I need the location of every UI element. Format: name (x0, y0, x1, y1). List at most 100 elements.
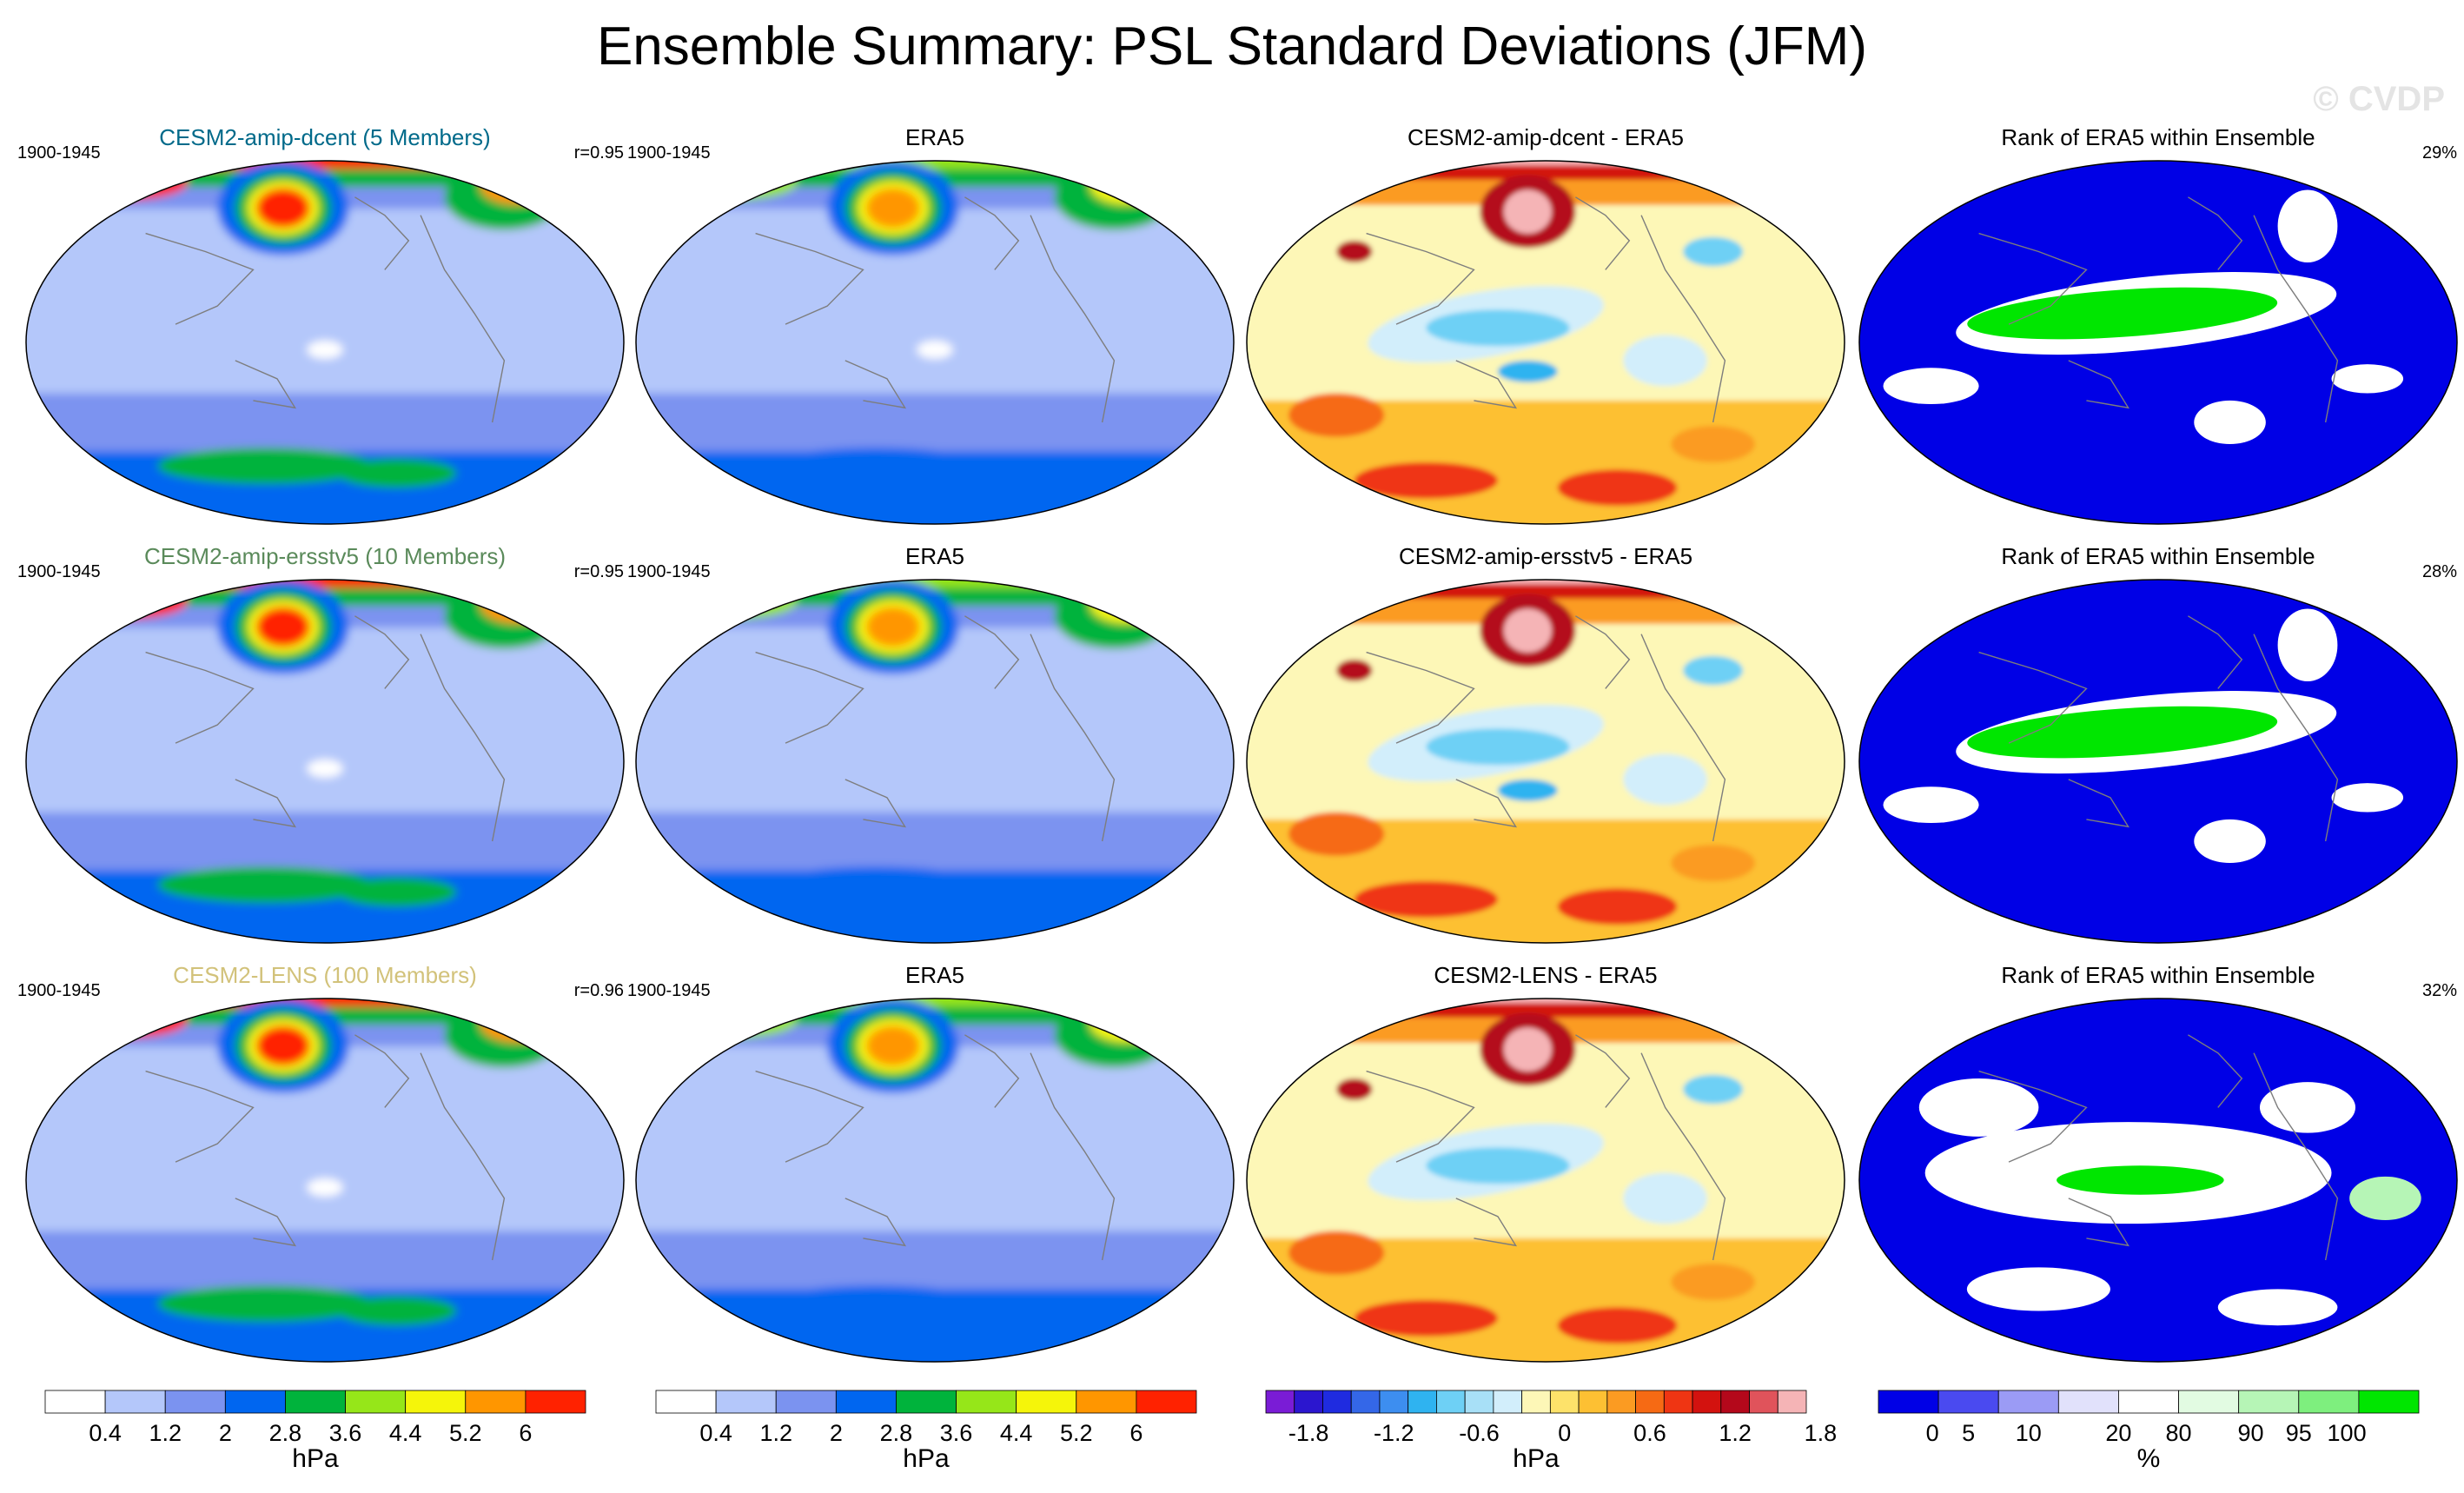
colorbar-diff-tick-label: 1.8 (1805, 1420, 1838, 1446)
coastline (1030, 634, 1116, 842)
diff-southern-max-2 (1557, 888, 1678, 926)
coastline (1030, 215, 1116, 423)
coastline (1575, 196, 1631, 270)
period-label-model-row3: 1900-1945 (17, 981, 101, 1000)
sd-europe-cell (43, 164, 188, 201)
colorbar-rank-swatch (1937, 1390, 1999, 1414)
map-outline-rank-row1 (1858, 160, 2458, 525)
map-outline-rank-row3 (1858, 998, 2458, 1363)
diff-america-neg (1623, 753, 1707, 806)
diff-asia-max (1336, 240, 1373, 263)
sd-atlantic-core (480, 1005, 553, 1043)
colorbar-diff-swatch (1379, 1390, 1409, 1414)
colorbar-diff: -1.8 -1.2 -0.6 0 0.6 1.2 1.8 (1265, 1390, 1838, 1446)
diff-field (1247, 580, 1845, 943)
coastline (354, 1034, 410, 1108)
sd-arctic-band (26, 580, 624, 588)
rank-white-patch-3 (2194, 400, 2266, 445)
sd-europe-cell (653, 1002, 798, 1038)
rank-percent-row1: 29% (2421, 143, 2457, 163)
sd-field (636, 161, 1234, 524)
map-diff-row1 (1247, 161, 1845, 524)
sd-tropical-minimum (307, 1178, 343, 1197)
colorbar-model-sd-swatch (44, 1390, 106, 1414)
period-label-obs-row3: 1900-1945 (627, 981, 711, 1000)
period-label-model-row2: 1900-1945 (17, 562, 101, 581)
colorbar-obs-sd-swatch (896, 1390, 957, 1414)
colorbar-model-sd-swatch (525, 1390, 586, 1414)
colorbar-diff-swatch (1521, 1390, 1551, 1414)
coastline (1366, 1070, 1475, 1163)
diff-pacific-neg (1426, 728, 1570, 766)
map-rank-row2 (1859, 580, 2457, 943)
sd-southern-mid-band (636, 812, 1234, 871)
map-outline-diff-row2 (1246, 579, 1845, 944)
sd-tropical-minimum (307, 340, 343, 359)
period-label-model-row1: 1900-1945 (17, 143, 101, 163)
diff-arctic-pink (1247, 161, 1845, 166)
coastline (1030, 1052, 1116, 1261)
coastline (1640, 1052, 1726, 1261)
rank-percent-row2: 28% (2421, 562, 2457, 581)
sd-southern-cell-2 (336, 877, 457, 907)
colorbar-rank-tick-label: 80 (2166, 1420, 2192, 1446)
coastline (1978, 232, 2088, 325)
diff-southern-max-3 (1288, 1231, 1385, 1275)
colorbar-rank-tick-label: 100 (2328, 1420, 2367, 1446)
colorbar-diff-tick-label: 1.2 (1719, 1420, 1752, 1446)
colorbar-obs-sd-tick-label: 2.8 (880, 1420, 913, 1446)
coastline (2068, 1198, 2130, 1247)
colorbar-diff-swatch (1549, 1390, 1580, 1414)
colorbar-rank-swatch (2238, 1390, 2300, 1414)
sd-arctic-band (636, 580, 1234, 588)
coastline (235, 1198, 297, 1247)
diff-arctic-pink (1247, 580, 1845, 585)
diff-america-neg (1623, 335, 1707, 387)
rank-white-patch-4 (2217, 1289, 2338, 1326)
diff-southern-max-2 (1557, 1307, 1678, 1344)
colorbar-rank-swatch (1997, 1390, 2059, 1414)
colorbar-rank: 0 5 10 20 80 90 95 100 (1878, 1390, 2420, 1446)
coastline (2068, 779, 2130, 828)
coastline (420, 634, 506, 842)
diff-pacific-neg (1426, 309, 1570, 347)
colorbar-rank-swatch (1878, 1390, 1939, 1414)
sd-field (26, 999, 624, 1362)
coastline (2188, 1034, 2243, 1108)
colorbar-obs-sd-swatch (1136, 1390, 1197, 1414)
map-outline-model-row1 (25, 160, 625, 525)
diff-southern-max-1 (1354, 880, 1498, 918)
colorbar-rank-tick-label: 20 (2105, 1420, 2131, 1446)
sd-southern-cell-2 (336, 1296, 457, 1326)
sd-europe-cell (43, 583, 188, 620)
colorbar-rank-swatch (2057, 1390, 2119, 1414)
rank-green-zone (1967, 287, 2278, 340)
colorbar-model-sd-swatch (405, 1390, 467, 1414)
diff-asia-max (1336, 659, 1373, 682)
coastline (755, 651, 864, 744)
colorbar-obs-sd-swatch (775, 1390, 837, 1414)
colorbar-diff-swatch (1436, 1390, 1466, 1414)
colorbar-diff-swatch (1663, 1390, 1693, 1414)
colorbar-diff-swatch (1578, 1390, 1608, 1414)
coastline (845, 1198, 907, 1247)
coastline (1640, 215, 1726, 423)
coastline (2253, 215, 2339, 423)
map-model-row3 (26, 999, 624, 1362)
colorbar-rank-unit: % (2136, 1444, 2161, 1473)
colorbar-rank-tick-label: 0 (1926, 1420, 1939, 1446)
panel-title-diff-row2: CESM2-amip-ersstv5 - ERA5 (1398, 543, 1693, 569)
coastline (2188, 615, 2243, 689)
diff-southern-max-4 (1671, 845, 1755, 881)
rank-percent-row3: 32% (2421, 981, 2457, 1000)
colorbar-model-sd-tick-label: 4.4 (389, 1420, 422, 1446)
sd-aleutian-core (255, 188, 310, 229)
colorbar-obs-sd-swatch (956, 1390, 1017, 1414)
sd-atlantic-core (1090, 168, 1162, 205)
coastline (145, 651, 255, 744)
pattern-correlation-row3: r=0.96 (573, 981, 624, 1000)
colorbar-diff-swatch (1606, 1390, 1636, 1414)
panel-title-model-row1: CESM2-amip-dcent (5 Members) (159, 124, 491, 150)
colorbar-rank-tick-label: 95 (2286, 1420, 2312, 1446)
